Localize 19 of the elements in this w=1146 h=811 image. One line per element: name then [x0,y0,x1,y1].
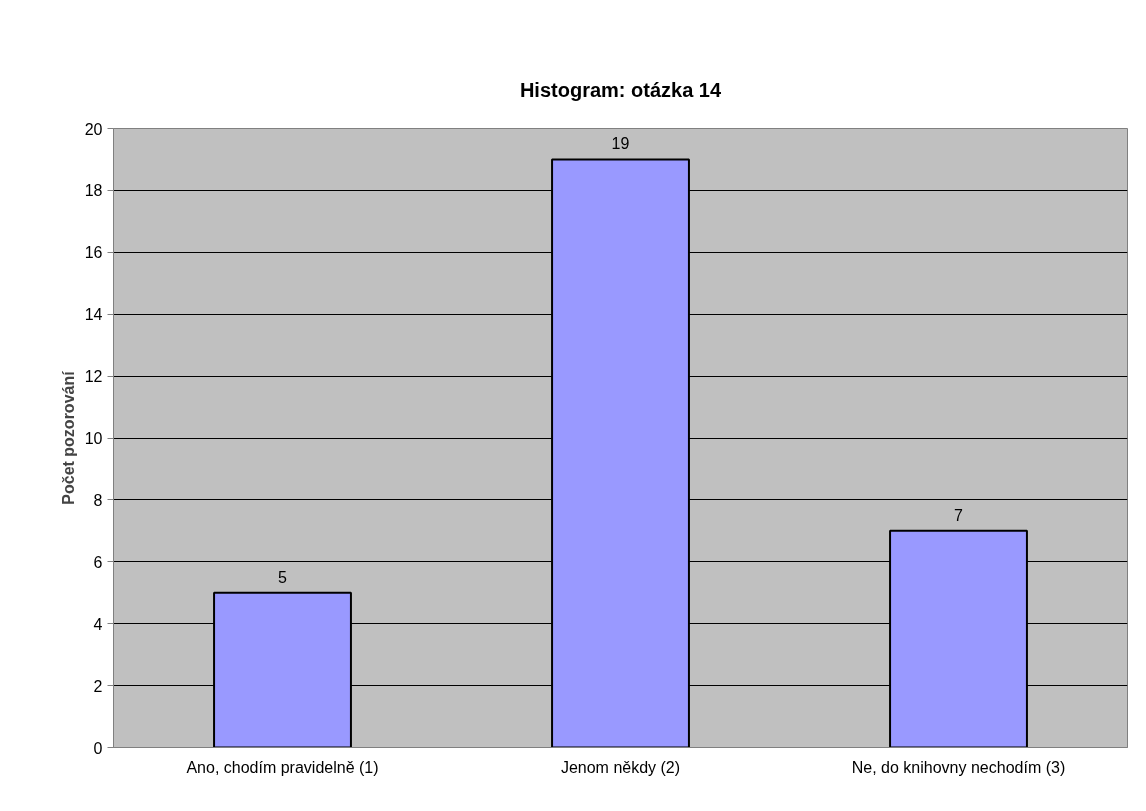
y-tick-label: 10 [84,430,103,447]
y-tick-label: 2 [93,677,103,695]
x-tick-label: Ano, chodím pravidelně (1) [186,758,379,776]
data-label: 7 [954,506,964,524]
x-tick-label: Ne, do knihovny nechodím (3) [851,758,1066,776]
y-tick-label: 20 [84,120,103,138]
y-tick-label: 12 [84,368,103,386]
y-axis-title: Počet pozorování [59,370,77,505]
y-tick-label: 18 [84,182,103,200]
y-tick-label: 6 [93,553,103,571]
y-tick-label: 4 [93,615,103,633]
data-label: 19 [611,135,630,153]
x-tick-label: Jenom někdy (2) [560,758,681,776]
y-tick-label: 14 [84,306,103,324]
data-label: 5 [278,568,288,586]
y-tick-label: 8 [93,491,103,509]
y-tick-label: 16 [84,244,103,262]
chart-title: Histogram: otázka 14 [519,79,722,101]
y-tick-label: 0 [93,739,103,757]
